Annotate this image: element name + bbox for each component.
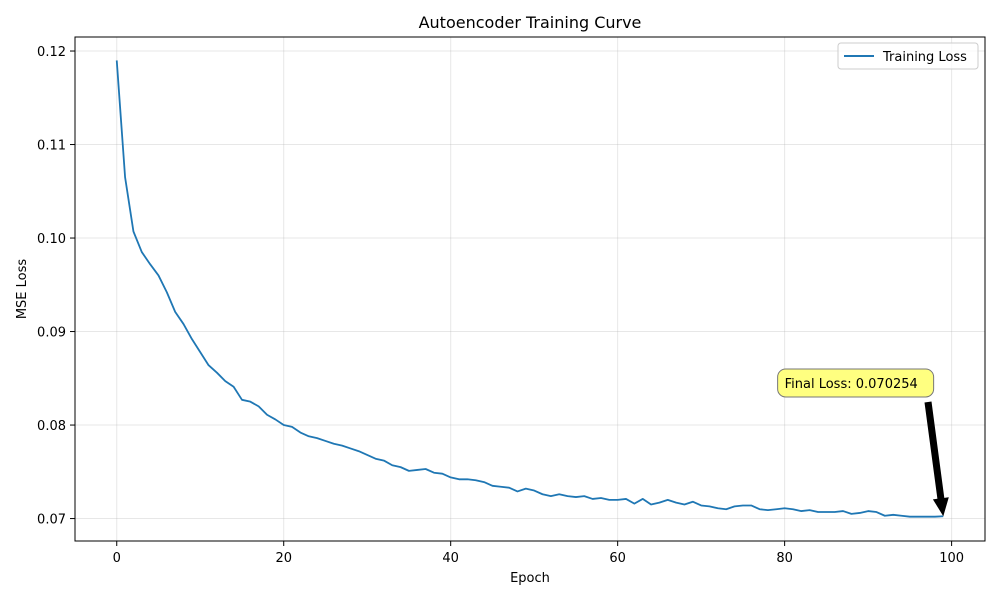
series-line-training-loss bbox=[115, 60, 944, 518]
y-tick-label: 0.09 bbox=[37, 326, 66, 341]
x-tick-label: 80 bbox=[776, 551, 793, 566]
y-axis-ticks: 0.07 0.08 0.09 0.10 0.11 0.12 bbox=[37, 45, 75, 528]
series-layer bbox=[115, 60, 944, 518]
plot-frame bbox=[74, 36, 986, 542]
y-tick-label: 0.12 bbox=[37, 45, 66, 60]
y-tick-label: 0.10 bbox=[37, 232, 66, 247]
y-tick-label: 0.07 bbox=[37, 513, 66, 528]
legend-label-training-loss: Training Loss bbox=[882, 50, 967, 65]
y-tick-label: 0.08 bbox=[37, 419, 66, 434]
x-tick-label: 20 bbox=[275, 551, 292, 566]
x-axis-ticks: 0 20 40 60 80 100 bbox=[113, 541, 964, 566]
annotation-arrow bbox=[924, 401, 949, 517]
legend-box bbox=[837, 42, 979, 70]
annotation-box bbox=[777, 368, 935, 398]
y-tick-label: 0.11 bbox=[37, 139, 66, 154]
x-tick-label: 40 bbox=[442, 551, 459, 566]
annotation-text: Final Loss: 0.070254 bbox=[785, 377, 918, 392]
x-tick-label: 60 bbox=[609, 551, 626, 566]
grid-lines bbox=[75, 37, 985, 541]
x-tick-label: 100 bbox=[939, 551, 964, 566]
y-axis-label: MSE Loss bbox=[15, 259, 30, 320]
chart-title: Autoencoder Training Curve bbox=[419, 13, 642, 32]
x-tick-label: 0 bbox=[113, 551, 121, 566]
final-loss-annotation: Final Loss: 0.070254 bbox=[777, 368, 949, 517]
x-axis-label: Epoch bbox=[510, 571, 550, 586]
legend: Training Loss bbox=[837, 42, 979, 70]
